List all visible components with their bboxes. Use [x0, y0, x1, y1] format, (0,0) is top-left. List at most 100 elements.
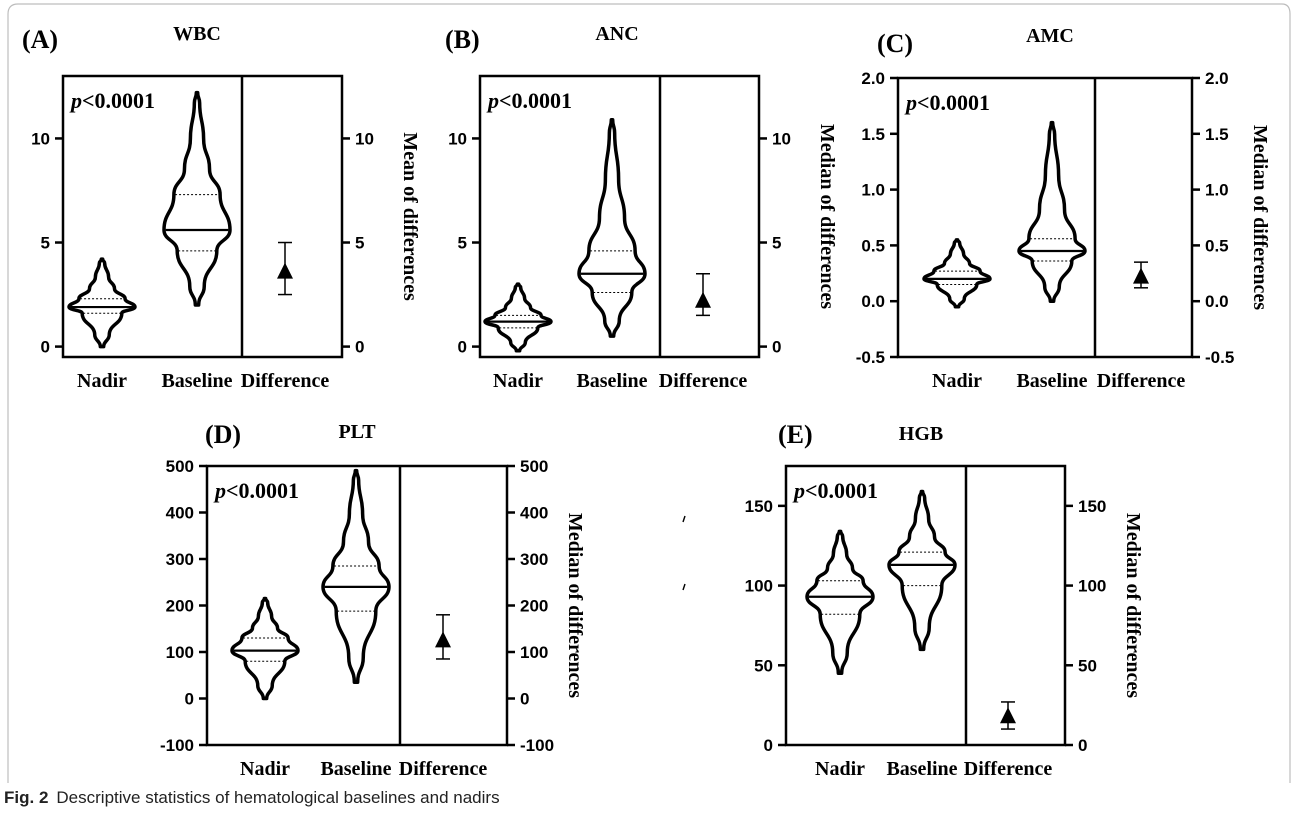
right-tick-label: 100 — [520, 643, 548, 662]
chart-panel-amc: (C) AMC -0.5 -0.5 0.0 0.0 0.5 0.5 1.0 1.0 1.5 1.5 2.… — [856, 25, 1271, 392]
left-tick-label: 0 — [764, 736, 773, 755]
violin-baseline — [1017, 120, 1087, 303]
chart-panel-plt: (D) PLT -100 -100 0 0 100 100 200 200 300 300 400 400… — [160, 420, 586, 780]
x-category-label: Difference — [399, 758, 488, 780]
violin-outline — [887, 489, 957, 652]
p-value-label: p<0.0001 — [486, 88, 572, 113]
left-tick-label: 5 — [458, 234, 467, 253]
right-tick-label: 1.0 — [1205, 181, 1229, 200]
caption-label: Fig. 2 — [4, 788, 49, 807]
triangle-mean-marker — [695, 291, 711, 308]
violin-outline — [230, 596, 300, 701]
left-tick-label: 0 — [458, 338, 467, 357]
right-tick-label: 2.0 — [1205, 69, 1229, 88]
left-tick-label: 10 — [31, 129, 50, 148]
panel-letter: (E) — [778, 420, 813, 449]
plot-box — [61, 74, 344, 359]
violin-outline — [922, 238, 992, 309]
right-tick-label: -100 — [520, 736, 554, 755]
left-tick-label: 500 — [166, 457, 194, 476]
right-tick-label: 300 — [520, 550, 548, 569]
panel-title: ANC — [595, 23, 638, 45]
left-tick-label: 1.0 — [861, 181, 885, 200]
difference-marker — [277, 241, 293, 296]
left-tick-label: 5 — [41, 234, 50, 253]
x-category-label: Nadir — [815, 758, 865, 780]
left-tick-label: 0.0 — [861, 292, 885, 311]
violin-nadir — [483, 282, 553, 353]
panel-title: PLT — [338, 421, 376, 443]
left-tick-label: 10 — [448, 129, 467, 148]
right-tick-label: 50 — [1078, 656, 1097, 675]
right-tick-label: 0 — [1078, 736, 1087, 755]
right-tick-label: 0 — [520, 690, 529, 709]
x-category-label: Difference — [659, 370, 748, 392]
panel-letter: (D) — [205, 420, 241, 449]
violin-baseline — [321, 468, 391, 684]
right-tick-label: 500 — [520, 457, 548, 476]
panel-title: WBC — [173, 23, 221, 45]
stray-mark — [682, 515, 686, 523]
panel-letter: (B) — [445, 25, 480, 54]
triangle-mean-marker — [1133, 267, 1149, 284]
plot-box — [478, 74, 761, 359]
x-category-label: Nadir — [493, 370, 543, 392]
plot-box — [205, 464, 509, 747]
right-tick-label: 10 — [355, 129, 374, 148]
caption-text: Descriptive statistics of hematological … — [56, 788, 500, 807]
right-tick-label: 10 — [772, 129, 791, 148]
panel-title: HGB — [899, 423, 943, 445]
violin-nadir — [230, 596, 300, 701]
left-tick-label: 1.5 — [861, 125, 885, 144]
chart-panel-wbc: (A) WBC 0 0 5 5 10 10 Nadir Baseline Difference p<0… — [22, 23, 421, 392]
left-tick-label: 200 — [166, 597, 194, 616]
x-category-label: Baseline — [1016, 370, 1087, 392]
stray-mark — [682, 583, 686, 591]
right-tick-label: 400 — [520, 504, 548, 523]
difference-marker — [1133, 261, 1149, 289]
triangle-mean-marker — [435, 631, 451, 648]
right-axis-label: Median of differences — [564, 513, 586, 698]
right-tick-label: 150 — [1078, 497, 1106, 516]
x-category-label: Difference — [241, 370, 330, 392]
right-axis-label: Median of differences — [1249, 125, 1271, 310]
difference-marker — [1000, 701, 1016, 730]
left-tick-label: 0.5 — [861, 236, 885, 255]
right-tick-label: 5 — [355, 234, 364, 253]
violin-outline — [805, 529, 875, 676]
right-tick-label: 200 — [520, 597, 548, 616]
violin-outline — [67, 257, 137, 349]
x-category-label: Baseline — [320, 758, 391, 780]
left-tick-label: 400 — [166, 504, 194, 523]
violin-outline — [483, 282, 553, 353]
plot-box — [784, 464, 1067, 747]
left-tick-label: 0 — [41, 338, 50, 357]
triangle-mean-marker — [277, 262, 293, 279]
x-category-label: Difference — [964, 758, 1053, 780]
left-tick-label: 100 — [745, 577, 773, 596]
left-tick-label: 100 — [166, 643, 194, 662]
x-category-label: Baseline — [886, 758, 957, 780]
right-tick-label: 100 — [1078, 577, 1106, 596]
right-tick-label: 0.5 — [1205, 236, 1229, 255]
x-category-label: Nadir — [240, 758, 290, 780]
chart-panel-anc: (B) ANC 0 0 5 5 10 10 Nadir Baseline Difference p<0… — [445, 23, 838, 392]
p-value-label: p<0.0001 — [904, 90, 990, 115]
p-value-label: p<0.0001 — [69, 88, 155, 113]
right-tick-label: 1.5 — [1205, 125, 1229, 144]
plot-box — [896, 76, 1194, 359]
left-tick-label: -0.5 — [856, 348, 885, 367]
p-value-label: p<0.0001 — [792, 478, 878, 503]
x-category-label: Baseline — [161, 370, 232, 392]
triangle-mean-marker — [1000, 707, 1016, 724]
violin-baseline — [577, 117, 647, 338]
right-tick-label: 5 — [772, 234, 781, 253]
p-value-label: p<0.0001 — [213, 478, 299, 503]
violin-outline — [162, 90, 232, 307]
left-tick-label: 150 — [745, 497, 773, 516]
x-category-label: Nadir — [77, 370, 127, 392]
panel-title: AMC — [1026, 25, 1074, 47]
chart-panel-hgb: (E) HGB 0 0 50 50 100 100 150 150 Nadir Baseline Dif… — [745, 420, 1144, 780]
x-category-label: Baseline — [576, 370, 647, 392]
